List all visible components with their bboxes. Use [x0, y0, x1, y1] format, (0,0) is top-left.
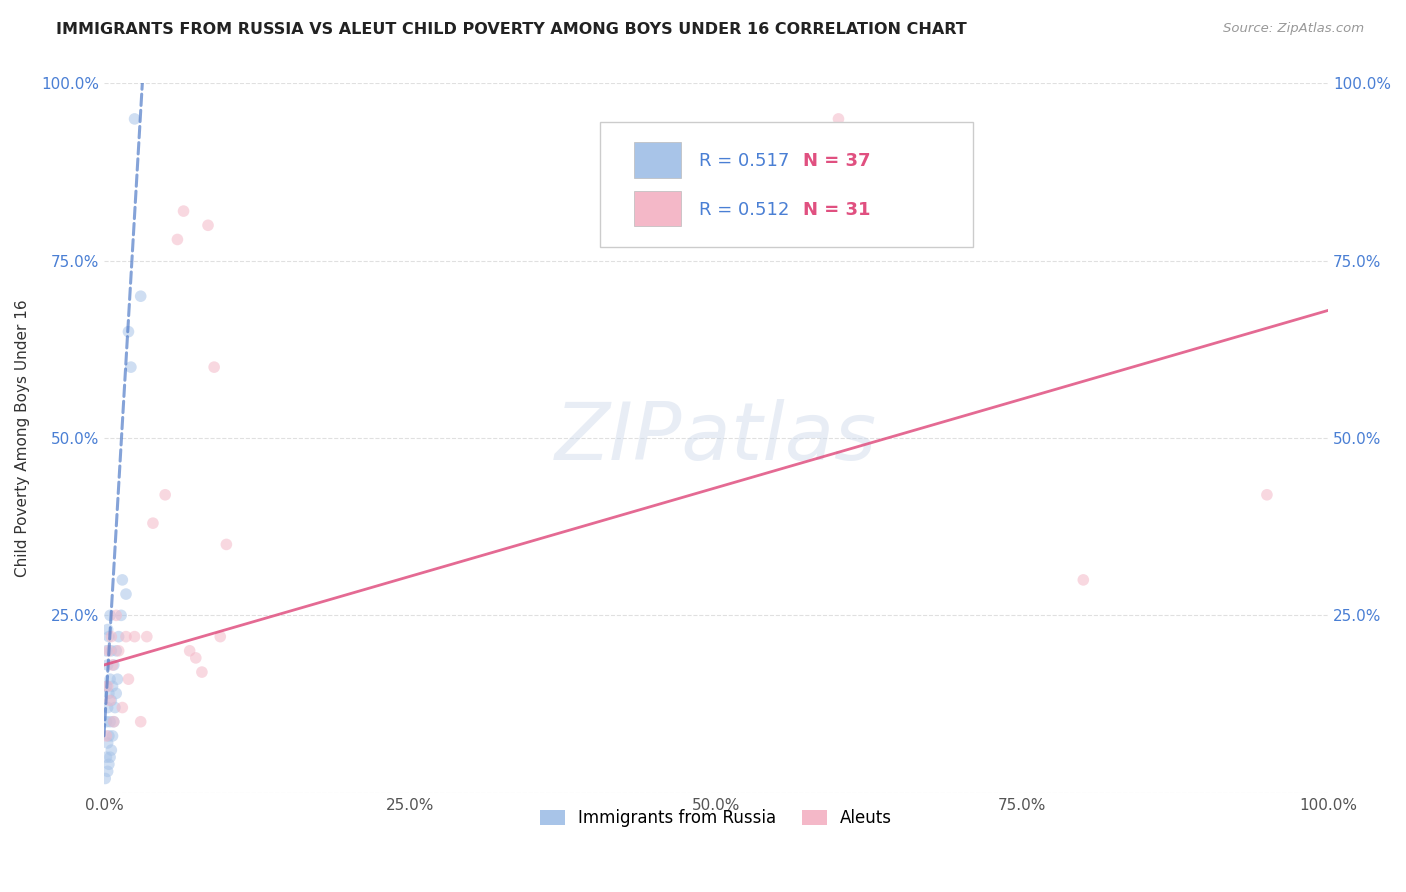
Text: N = 37: N = 37 — [803, 153, 870, 170]
Point — [111, 573, 134, 587]
Point — [129, 289, 152, 303]
Point — [98, 693, 121, 707]
Point — [104, 700, 127, 714]
Point — [117, 672, 139, 686]
Point — [202, 360, 225, 375]
Text: N = 31: N = 31 — [803, 201, 870, 219]
Point — [105, 644, 128, 658]
Point — [215, 537, 238, 551]
Point — [94, 772, 117, 786]
Point — [949, 204, 972, 219]
Point — [1256, 488, 1278, 502]
Point — [135, 630, 157, 644]
Legend: Immigrants from Russia, Aleuts: Immigrants from Russia, Aleuts — [533, 803, 898, 834]
Point — [100, 743, 122, 757]
Point — [179, 644, 201, 658]
Point — [101, 729, 124, 743]
Text: R = 0.517: R = 0.517 — [699, 153, 789, 170]
Point — [97, 700, 120, 714]
Point — [115, 630, 138, 644]
Point — [889, 232, 911, 246]
Point — [96, 679, 118, 693]
Point — [124, 112, 146, 126]
Point — [107, 630, 129, 644]
Point — [117, 325, 139, 339]
Point — [129, 714, 152, 729]
Point — [98, 672, 121, 686]
Point — [110, 608, 132, 623]
Point — [115, 587, 138, 601]
Point — [97, 679, 120, 693]
Point — [97, 686, 120, 700]
Point — [103, 658, 125, 673]
Point — [98, 750, 121, 764]
Point — [197, 219, 219, 233]
Text: ZIPatlas: ZIPatlas — [555, 399, 877, 477]
FancyBboxPatch shape — [634, 191, 681, 226]
Point — [107, 672, 129, 686]
Point — [191, 665, 214, 679]
Point — [173, 204, 195, 219]
Point — [97, 630, 120, 644]
Point — [105, 608, 128, 623]
Point — [209, 630, 232, 644]
Point — [111, 700, 134, 714]
Point — [120, 360, 142, 375]
Point — [97, 736, 120, 750]
Point — [100, 630, 122, 644]
Text: Source: ZipAtlas.com: Source: ZipAtlas.com — [1223, 22, 1364, 36]
Point — [98, 714, 121, 729]
Point — [96, 644, 118, 658]
Point — [96, 714, 118, 729]
Point — [100, 693, 122, 707]
Point — [105, 686, 128, 700]
Point — [1071, 573, 1094, 587]
Point — [96, 729, 118, 743]
Point — [107, 644, 129, 658]
Point — [124, 630, 146, 644]
Point — [103, 714, 125, 729]
FancyBboxPatch shape — [600, 122, 973, 246]
Point — [97, 729, 120, 743]
Point — [97, 757, 120, 772]
Point — [97, 644, 120, 658]
Point — [153, 488, 176, 502]
Point — [103, 714, 125, 729]
Point — [827, 112, 849, 126]
Point — [97, 764, 120, 779]
Point — [142, 516, 165, 530]
Y-axis label: Child Poverty Among Boys Under 16: Child Poverty Among Boys Under 16 — [15, 299, 30, 577]
Point — [98, 608, 121, 623]
Point — [97, 658, 120, 673]
Point — [184, 651, 207, 665]
Point — [101, 679, 124, 693]
FancyBboxPatch shape — [634, 143, 681, 178]
Point — [97, 623, 120, 637]
Point — [166, 232, 188, 246]
Point — [96, 750, 118, 764]
Point — [101, 658, 124, 673]
Text: IMMIGRANTS FROM RUSSIA VS ALEUT CHILD POVERTY AMONG BOYS UNDER 16 CORRELATION CH: IMMIGRANTS FROM RUSSIA VS ALEUT CHILD PO… — [56, 22, 967, 37]
Point — [100, 644, 122, 658]
Text: R = 0.512: R = 0.512 — [699, 201, 789, 219]
